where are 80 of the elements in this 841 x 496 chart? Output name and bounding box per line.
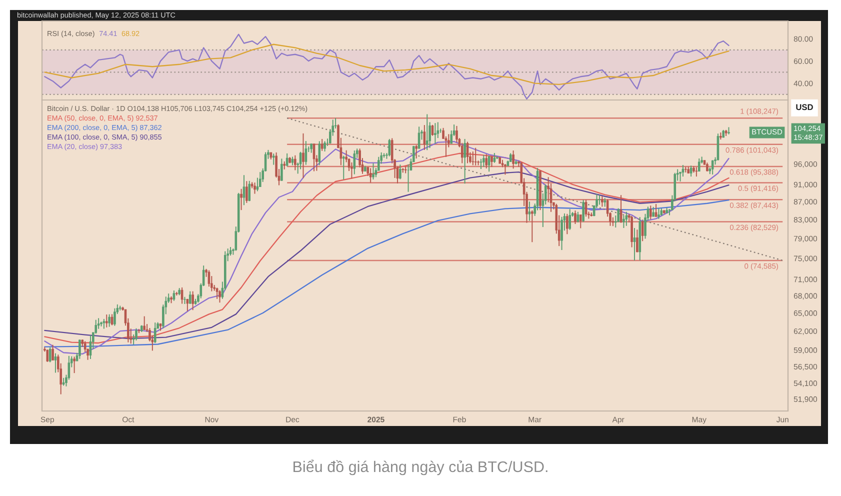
candlestick: [73, 356, 76, 374]
candlestick: [658, 208, 660, 220]
candlestick: [399, 164, 402, 180]
candlestick: [711, 160, 714, 175]
candlestick: [218, 290, 221, 304]
candlestick: [78, 339, 81, 360]
candlestick: [633, 227, 636, 261]
candlestick: [485, 154, 488, 169]
candlestick: [135, 328, 138, 341]
candlestick: [512, 150, 514, 170]
text: Biểu đồ giá hàng ngày của BTC/USD.: [294, 460, 548, 476]
candlestick: [286, 152, 288, 167]
candlestick: [172, 290, 176, 302]
candlestick: [531, 210, 534, 243]
candlestick: [490, 156, 493, 168]
candlestick: [54, 352, 57, 374]
candlestick: [566, 213, 568, 235]
candlestick: [388, 138, 391, 157]
candlestick: [488, 155, 490, 172]
candlestick: [456, 125, 458, 143]
candlestick: [480, 158, 482, 170]
candlestick: [493, 152, 496, 164]
candlestick: [254, 182, 256, 194]
candlestick: [426, 114, 428, 151]
candlestick: [690, 165, 692, 178]
candlestick: [350, 162, 353, 180]
candlestick: [320, 138, 324, 152]
y-axis-title: USD: [796, 104, 813, 110]
candlestick: [242, 174, 246, 206]
line-series: [44, 199, 730, 348]
candlestick: [460, 142, 464, 164]
candlestick: [114, 308, 116, 326]
candlestick: [598, 194, 601, 206]
candlestick: [280, 158, 283, 182]
candlestick: [434, 122, 436, 144]
candlestick: [216, 287, 218, 300]
candlestick: [650, 205, 652, 220]
candlestick: [418, 126, 420, 150]
candlestick: [576, 211, 580, 223]
candlestick: [105, 314, 108, 328]
candlestick: [192, 290, 194, 311]
candlestick: [324, 140, 326, 152]
candlestick: [415, 144, 418, 159]
candlestick: [369, 168, 372, 184]
candlestick: [246, 180, 248, 204]
candlestick: [601, 196, 604, 208]
line-series: [44, 44, 730, 86]
candlestick: [143, 316, 146, 331]
candlestick: [579, 214, 582, 229]
candlestick: [46, 349, 49, 362]
candlestick: [258, 172, 262, 188]
candlestick: [695, 166, 698, 178]
candlestick: [698, 158, 700, 172]
candlestick: [318, 140, 321, 166]
candlestick: [372, 162, 374, 180]
candlestick: [574, 210, 576, 224]
candlestick: [641, 220, 644, 242]
candlestick: [272, 153, 275, 166]
candlestick: [102, 318, 106, 330]
candlestick: [622, 214, 625, 228]
candlestick: [294, 154, 296, 171]
candlestick: [240, 188, 242, 211]
candlestick: [464, 138, 466, 184]
candlestick: [154, 322, 156, 344]
candlestick: [108, 314, 110, 328]
candlestick: [353, 150, 356, 175]
candlestick: [188, 290, 192, 304]
candlestick: [504, 164, 506, 176]
candlestick: [560, 216, 563, 251]
candlestick: [482, 154, 485, 168]
candlestick: [652, 206, 654, 217]
candlestick: [474, 147, 477, 166]
candlestick: [52, 344, 54, 361]
candlestick: [636, 229, 638, 253]
candlestick: [302, 132, 304, 179]
candlestick: [568, 208, 572, 230]
candlestick: [248, 180, 251, 202]
candlestick: [342, 155, 345, 180]
candlestick: [654, 204, 658, 218]
candlestick: [582, 199, 584, 222]
